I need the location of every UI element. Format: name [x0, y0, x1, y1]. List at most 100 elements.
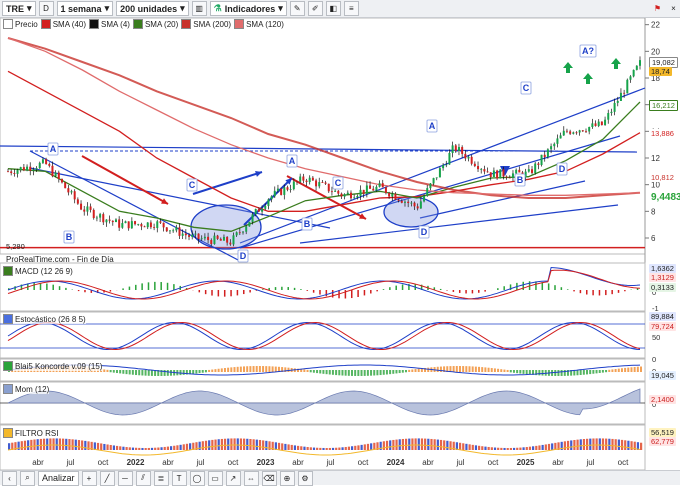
price-bar-body	[286, 187, 288, 189]
blai-bar	[542, 370, 544, 376]
units-select[interactable]: 200 unidades▾	[116, 1, 189, 16]
price-bar-body	[325, 183, 327, 184]
price-bar-body	[499, 169, 501, 178]
rsi-bar	[437, 440, 439, 450]
chart-type-icon[interactable]: ▥	[192, 1, 207, 16]
price-bar-body	[223, 237, 225, 241]
stoch-value-2: 79,724	[649, 322, 676, 331]
blai-label[interactable]: Blai5 Koncorde v.09 (15)	[3, 361, 102, 371]
macd-hist-bar	[313, 290, 315, 293]
symbol-select[interactable]: TRE▾	[2, 1, 36, 16]
macd-hist-bar	[249, 290, 251, 292]
daily-button[interactable]: D	[39, 1, 54, 16]
macd-hist-bar	[351, 290, 353, 298]
price-bar-body	[140, 224, 142, 226]
stoch-label[interactable]: Estocástico (26 8 5)	[3, 314, 86, 324]
blai-bar	[126, 370, 128, 374]
price-bar-body	[296, 182, 298, 183]
rsi-bar	[65, 439, 67, 450]
blai-bar	[310, 370, 312, 372]
text-tool-icon[interactable]: T	[172, 471, 187, 486]
settings-icon[interactable]: ⚙	[298, 471, 313, 486]
chevron-down-icon: ▾	[105, 3, 110, 14]
blai-bar	[341, 370, 343, 376]
rsi-bar	[75, 440, 77, 450]
price-bar-body	[131, 221, 133, 228]
price-bar-body	[20, 167, 22, 170]
blai-bar	[405, 370, 407, 372]
macd-hist-bar	[110, 290, 112, 292]
wave-label-a2: A	[287, 155, 297, 167]
blai-bar	[307, 370, 309, 372]
search-icon[interactable]: ⌕	[20, 471, 35, 486]
analyze-button[interactable]: Analizar	[38, 471, 79, 486]
macd-label[interactable]: MACD (12 26 9)	[3, 266, 73, 276]
macd-hist-bar	[59, 286, 61, 290]
blai-bar	[218, 369, 220, 372]
price-bar-body	[13, 173, 15, 174]
blai-bar	[129, 370, 131, 374]
close-icon[interactable]: ×	[667, 2, 680, 15]
price-bar-body	[572, 132, 574, 133]
mom-label[interactable]: Mom (12)	[3, 384, 49, 394]
scroll-left-icon[interactable]: ‹	[2, 471, 17, 486]
wave-label-text: C	[189, 180, 196, 190]
wave-label-text: D	[421, 227, 428, 237]
fib-tool-icon[interactable]: ≣	[154, 471, 169, 486]
price-bar-body	[10, 171, 12, 173]
x-tick-label: oct	[358, 458, 369, 467]
price-bar-body	[7, 171, 9, 172]
line-tool-icon[interactable]: ╱	[100, 471, 115, 486]
stoch-value-1: 89,884	[649, 312, 676, 321]
blai-bar	[113, 370, 115, 373]
price-bar-body	[420, 201, 422, 208]
blai-bar	[202, 370, 204, 373]
price-bar-body	[182, 234, 184, 236]
rsi-bar	[513, 448, 515, 450]
price-bar-body	[433, 178, 435, 183]
price-bar-body	[134, 221, 136, 224]
macd-hist-bar	[459, 290, 461, 293]
price-bar-body	[426, 188, 428, 196]
macd-line	[8, 268, 640, 300]
zoom-tool-icon[interactable]: ⊕	[280, 471, 295, 486]
rsi-label[interactable]: FILTRO RSI	[3, 428, 58, 438]
list-icon[interactable]: ≡	[344, 1, 359, 16]
measure-tool-icon[interactable]: ⇔	[244, 471, 259, 486]
rect-tool-icon[interactable]: ▭	[208, 471, 223, 486]
sma120-value-label: 9,4483	[649, 193, 680, 202]
eraser-tool-icon[interactable]: ⌫	[262, 471, 277, 486]
crosshair-icon[interactable]: +	[82, 471, 97, 486]
ellipse-tool-icon[interactable]: ◯	[190, 471, 205, 486]
shapes-icon[interactable]: ◧	[326, 1, 341, 16]
rsi-bar	[462, 443, 464, 450]
blai-bar	[205, 370, 207, 372]
channel-tool-icon[interactable]: ⫽	[136, 471, 151, 486]
blai-bar	[634, 367, 636, 372]
rsi-bar	[49, 438, 51, 450]
pen-icon[interactable]: ✐	[308, 1, 323, 16]
blai-bar	[519, 370, 521, 374]
blai-bar	[605, 370, 607, 372]
alert-icon[interactable]: ⚑	[651, 2, 664, 15]
wrench-icon[interactable]: ✎	[290, 1, 305, 16]
x-tick-label: abr	[422, 458, 434, 467]
price-bar-body	[71, 191, 73, 192]
arrow-tool-icon[interactable]: ↗	[226, 471, 241, 486]
price-bar-body	[518, 170, 520, 173]
hline-tool-icon[interactable]: ─	[118, 471, 133, 486]
rsi-bar	[576, 440, 578, 450]
macd-hist-bar	[84, 290, 86, 292]
green-arrow-icon	[583, 73, 593, 84]
indicators-button[interactable]: ⚗Indicadores▾	[210, 1, 287, 16]
rsi-bar	[351, 446, 353, 450]
rsi-bar	[205, 441, 207, 450]
rsi-bar	[300, 446, 302, 450]
blai-bar	[164, 370, 166, 376]
blai-bar	[237, 367, 239, 372]
rsi-bar	[338, 448, 340, 450]
rsi-bar	[208, 440, 210, 450]
rsi-bar	[497, 448, 499, 450]
period-select[interactable]: 1 semana▾	[57, 1, 114, 16]
